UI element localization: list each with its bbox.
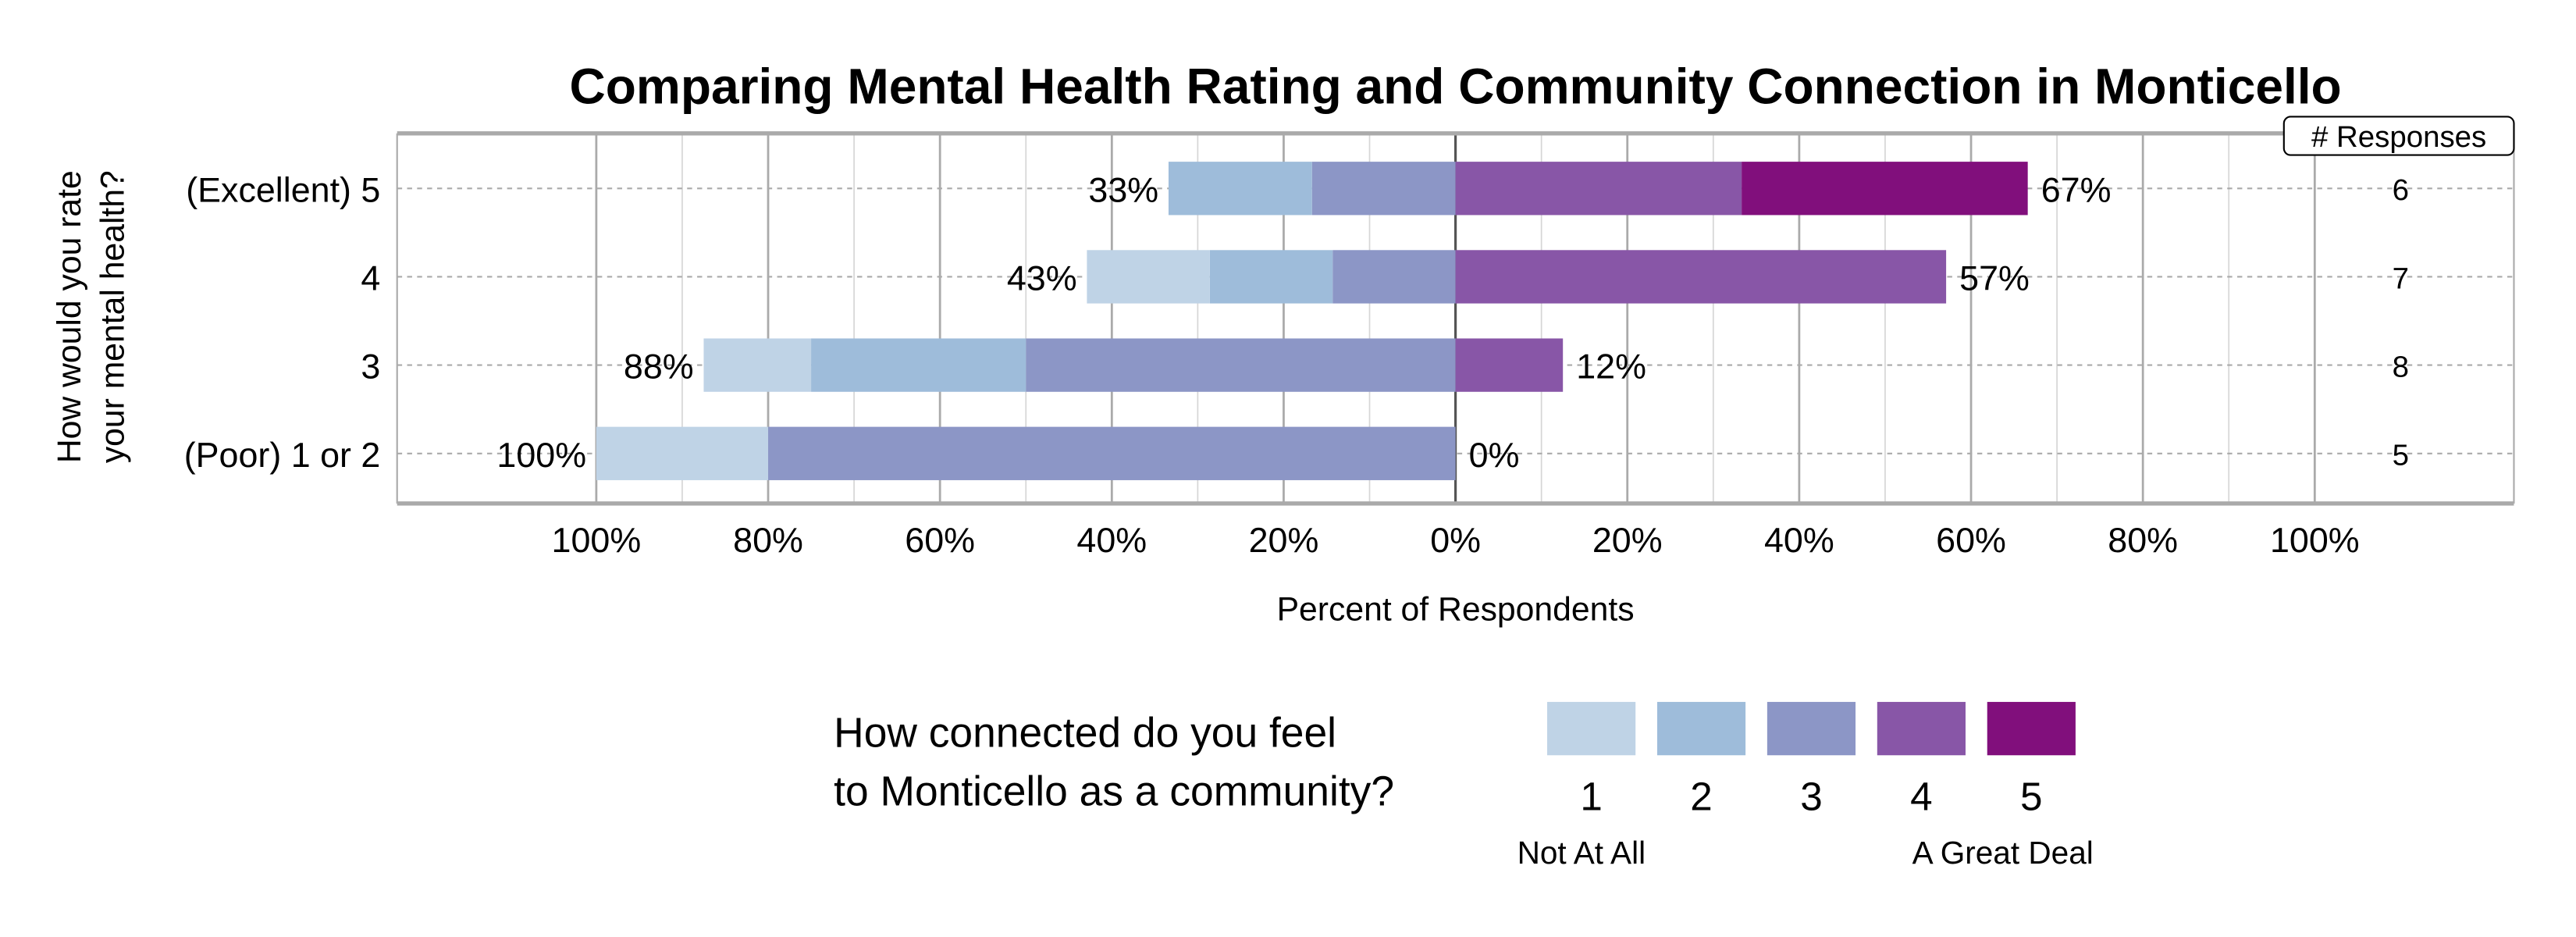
x-tick-label: 100% [2270,520,2360,560]
x-tick-label: 20% [1592,520,1663,560]
x-tick-label: 80% [733,520,803,560]
bar-segment-2 [811,338,1026,392]
response-count: 6 [2393,173,2409,207]
y-axis-label-line2: your mental health? [94,170,132,463]
left-percent-label: 43% [1007,258,1077,298]
x-tick-label: 0% [1430,520,1481,560]
bar-segment-3 [1311,162,1456,216]
left-percent-label: 88% [624,347,694,387]
bar-segment-1 [596,426,769,480]
right-percent-label: 57% [1959,258,2030,298]
bar-segment-2 [1168,162,1312,216]
legend-swatch-2 [1656,701,1746,756]
bars [596,162,2028,480]
response-count: 5 [2393,439,2409,472]
x-axis-label: Percent of Respondents [1277,590,1635,628]
x-tick-label: 40% [1076,520,1147,560]
bar-segment-2 [1209,250,1333,304]
legend-low-label: Not At All [1517,835,1646,871]
bar-segment-1 [1087,250,1210,304]
legend: How connected do you feel to Monticello … [834,701,2094,871]
responses-header-box [2282,116,2515,156]
right-percent-label: 67% [2041,169,2112,209]
left-percent-label: 100% [496,435,586,475]
bar-segment-4 [1455,162,1742,216]
y-tick-label: (Poor) 1 or 2 [184,435,381,475]
x-tick-label: 40% [1764,520,1834,560]
legend-high-label: A Great Deal [1912,835,2094,871]
bar-segment-5 [1742,162,2028,216]
y-tick-label: 4 [361,258,380,298]
legend-title-line2: to Monticello as a community? [834,768,1394,814]
legend-swatch-4 [1877,701,1966,756]
legend-item-label: 3 [1800,775,1823,819]
left-percent-label: 33% [1088,169,1158,209]
y-tick-label: 3 [361,347,380,387]
response-count: 8 [2393,351,2409,384]
response-count: 7 [2393,262,2409,295]
bar-segment-4 [1455,338,1564,392]
legend-item-label: 1 [1580,775,1602,819]
bar-segment-1 [703,338,812,392]
legend-swatch-3 [1767,701,1856,756]
x-tick-label: 60% [905,520,975,560]
legend-swatch-1 [1547,701,1636,756]
x-tick-label: 80% [2108,520,2178,560]
x-tick-label: 100% [552,520,642,560]
bar-segment-3 [768,426,1456,480]
responses-header: # Responses [2311,120,2486,154]
y-axis-label-line1: How would you rate [51,170,88,463]
legend-item-label: 5 [2020,775,2043,819]
legend-swatch-5 [1987,701,2076,756]
legend-title-line1: How connected do you feel [834,711,1336,757]
y-tick-label: (Excellent) 5 [186,169,380,209]
labels: 100% 80% 60% 40% 20% 0% 20% 40% 60% 80% 100%(Excel… [184,169,2409,559]
x-tick-label: 20% [1249,520,1319,560]
bar-segment-3 [1332,250,1456,304]
legend-item-label: 2 [1690,775,1713,819]
chart-title: Comparing Mental Health Rating and Commu… [570,58,2342,114]
legend-item-label: 4 [1910,775,1933,819]
bar-segment-4 [1455,250,1947,304]
bar-segment-3 [1026,338,1456,392]
x-tick-label: 60% [1936,520,2006,560]
right-percent-label: 12% [1576,347,1646,387]
right-percent-label: 0% [1469,435,1520,475]
